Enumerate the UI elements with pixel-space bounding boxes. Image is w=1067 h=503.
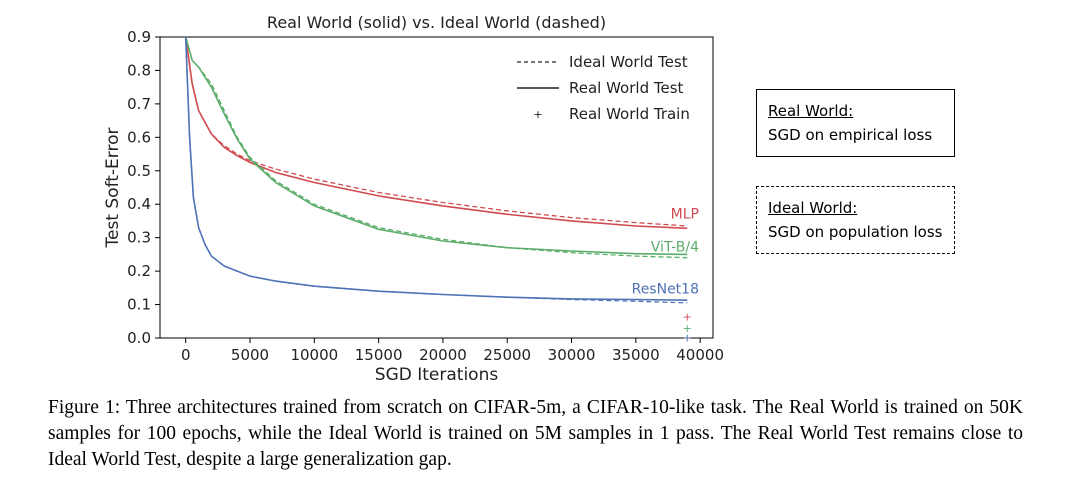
- x-tick-label: 10000: [290, 346, 338, 364]
- y-tick-label: 0.7: [127, 95, 151, 113]
- ideal-world-box: Ideal World: SGD on population loss: [756, 186, 955, 254]
- x-tick-label: 5000: [231, 346, 269, 364]
- vit-b-4-series-label: ViT-B/4: [651, 240, 699, 256]
- mlp-train-point: +: [683, 310, 692, 323]
- real-world-description: SGD on empirical loss: [768, 126, 933, 144]
- y-tick-label: 0.4: [127, 195, 151, 213]
- figure-caption: Figure 1: Three architectures trained fr…: [48, 397, 1023, 470]
- legend-entry: Ideal World Test: [569, 53, 688, 71]
- resnet18-series-label: ResNet18: [632, 282, 699, 298]
- legend-entry: Real World Train: [569, 105, 690, 123]
- y-tick-label: 0.1: [127, 296, 151, 314]
- vit-b-4-real-test-line: [184, 36, 688, 256]
- resnet18-train-point: +: [683, 331, 692, 344]
- real-world-box: Real World: SGD on empirical loss: [756, 89, 955, 157]
- mlp-ideal-test-line: [185, 36, 688, 227]
- vit-b-4-train-point: +: [683, 322, 692, 335]
- y-axis-label: Test Soft-Error: [103, 127, 123, 248]
- chart-title: Real World (solid) vs. Ideal World (dash…: [267, 13, 606, 32]
- y-tick-label: 0.5: [127, 162, 151, 180]
- x-tick-label: 35000: [612, 346, 660, 364]
- y-tick-label: 0.9: [127, 28, 151, 46]
- y-tick-label: 0.2: [127, 262, 151, 280]
- vit-b-4-ideal-test-line: [185, 36, 688, 259]
- ideal-world-heading: Ideal World:: [768, 199, 858, 217]
- legend-train-swatch: +: [533, 108, 542, 121]
- real-world-heading: Real World:: [768, 102, 854, 120]
- y-tick-label: 0.8: [127, 61, 151, 79]
- legend-entry: Real World Test: [569, 79, 684, 97]
- x-tick-label: 25000: [483, 346, 531, 364]
- x-tick-label: 40000: [676, 346, 724, 364]
- plot-frame: [159, 36, 714, 339]
- y-tick-label: 0.3: [127, 229, 151, 247]
- mlp-series-label: MLP: [671, 206, 699, 222]
- x-tick-label: 20000: [419, 346, 467, 364]
- y-tick-label: 0.6: [127, 128, 151, 146]
- chart: Real World (solid) vs. Ideal World (dash…: [103, 13, 724, 385]
- x-tick-label: 30000: [548, 346, 596, 364]
- x-axis-label: SGD Iterations: [375, 365, 499, 385]
- ideal-world-description: SGD on population loss: [768, 223, 943, 241]
- y-tick-label: 0.0: [127, 329, 151, 347]
- x-tick-label: 0: [181, 346, 191, 364]
- x-tick-label: 15000: [355, 346, 403, 364]
- resnet18-ideal-test-line: [185, 36, 688, 304]
